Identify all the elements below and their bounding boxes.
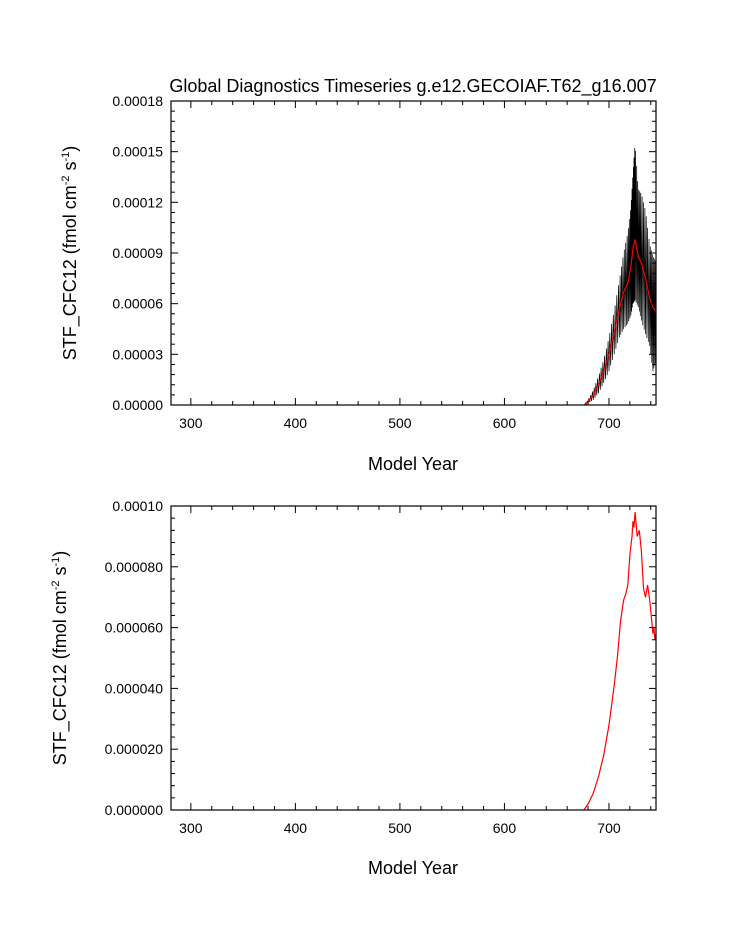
x-axis-label-top: Model Year bbox=[368, 454, 458, 474]
series-smooth-line bbox=[583, 239, 657, 406]
x-tick-label: 300 bbox=[179, 415, 203, 431]
series-smooth-line bbox=[583, 512, 657, 811]
timeseries-panel-top: 300 400 500 600 700 0.00000 0.00003 0.00006 0.00… bbox=[60, 93, 657, 474]
chart-title: Global Diagnostics Timeseries g.e12.GECO… bbox=[169, 76, 656, 97]
y-tick-label: 0.000040 bbox=[105, 680, 164, 696]
y-tick-label: 0.000020 bbox=[105, 741, 164, 757]
y-axis-label-top: STF_CFC12 (fmol cm-2 s-1) bbox=[60, 146, 81, 361]
x-tick-label: 400 bbox=[284, 820, 308, 836]
y-tick-label: 0.00018 bbox=[112, 93, 163, 109]
x-tick-label: 500 bbox=[388, 820, 412, 836]
plot-area-top bbox=[171, 147, 657, 406]
y-tick-label: 0.00015 bbox=[112, 144, 163, 160]
y-tick-label: 0.00009 bbox=[112, 245, 163, 261]
y-axis-label-bottom: STF_CFC12 (fmol cm-2 s-1) bbox=[50, 551, 71, 766]
x-tick-label: 600 bbox=[493, 820, 517, 836]
y-tick-label: 0.00012 bbox=[112, 194, 163, 210]
axis-ticks-top bbox=[171, 100, 656, 406]
x-axis-label-bottom: Model Year bbox=[368, 858, 458, 878]
x-tick-label: 300 bbox=[179, 820, 203, 836]
x-tick-label: 700 bbox=[597, 415, 621, 431]
y-tick-label: 0.00000 bbox=[112, 397, 163, 413]
tick-labels-bottom: 300 400 500 600 700 0.000000 0.000020 0.000040 0… bbox=[105, 498, 621, 836]
plot-frame-bottom bbox=[170, 505, 657, 811]
y-tick-label: 0.000000 bbox=[105, 802, 164, 818]
y-tick-label: 0.00010 bbox=[112, 498, 163, 514]
series-raw-line bbox=[583, 147, 657, 406]
axis-ticks-bottom bbox=[171, 505, 656, 811]
x-tick-label: 500 bbox=[388, 415, 412, 431]
x-tick-label: 700 bbox=[597, 820, 621, 836]
plot-frame-top bbox=[170, 100, 657, 406]
tick-labels-top: 300 400 500 600 700 0.00000 0.00003 0.00006 0.00… bbox=[112, 93, 620, 431]
timeseries-panel-bottom: 300 400 500 600 700 0.000000 0.000020 0.000040 0… bbox=[50, 498, 657, 878]
y-tick-label: 0.000080 bbox=[105, 559, 164, 575]
x-tick-label: 400 bbox=[284, 415, 308, 431]
y-tick-label: 0.000060 bbox=[105, 620, 164, 636]
y-tick-label: 0.00003 bbox=[112, 346, 163, 362]
plot-area-bottom bbox=[171, 512, 657, 811]
x-tick-label: 600 bbox=[493, 415, 517, 431]
y-tick-label: 0.00006 bbox=[112, 296, 163, 312]
